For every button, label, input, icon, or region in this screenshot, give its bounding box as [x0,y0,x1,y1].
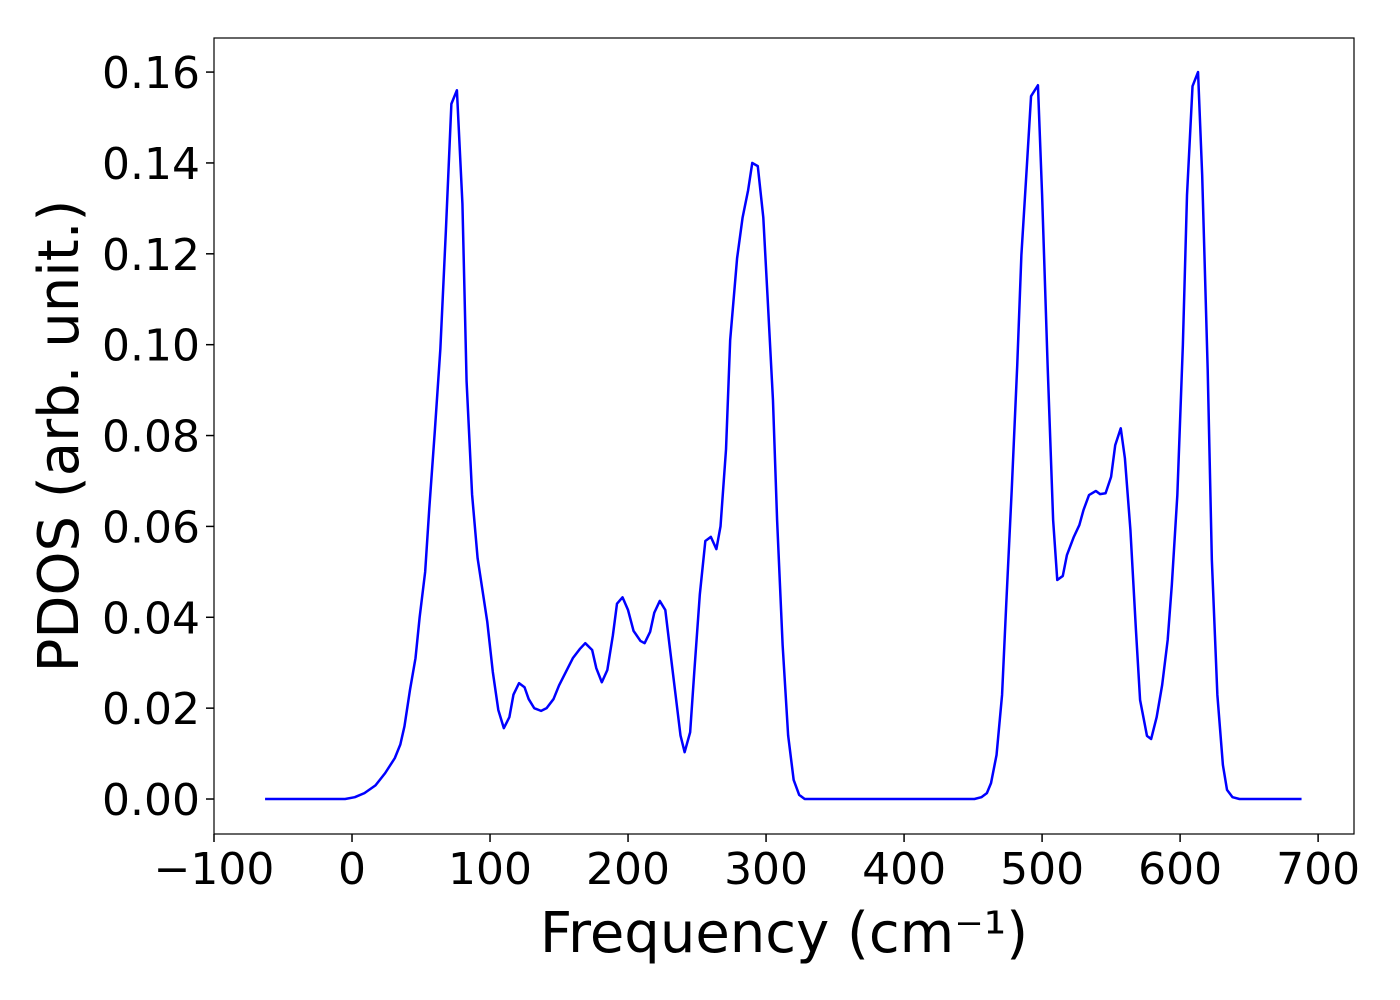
x-tick-label: −100 [154,844,275,895]
x-tick-label: 500 [1000,844,1084,895]
x-axis-label: Frequency (cm⁻¹) [540,901,1028,966]
y-tick-label: 0.12 [102,230,200,281]
y-tick-label: 0.16 [102,48,200,99]
data-line [265,70,1302,801]
y-axis-label: PDOS (arb. unit.) [27,200,92,673]
y-tick-label: 0.02 [102,684,200,735]
y-tick-label: 0.10 [102,321,200,372]
x-tick-label: 0 [338,844,366,895]
plot-frame [213,37,1355,835]
y-tick-label: 0.00 [102,775,200,826]
y-tick-label: 0.14 [102,139,200,190]
y-tick-label: 0.04 [102,593,200,644]
y-tick-label: 0.06 [102,502,200,553]
x-tick-label: 600 [1138,844,1222,895]
x-tick-label: 700 [1276,844,1360,895]
y-tick-label: 0.08 [102,412,200,463]
x-tick-label: 300 [724,844,808,895]
x-tick-label: 200 [586,844,670,895]
x-tick-label: 100 [448,844,532,895]
x-tick-label: 400 [862,844,946,895]
